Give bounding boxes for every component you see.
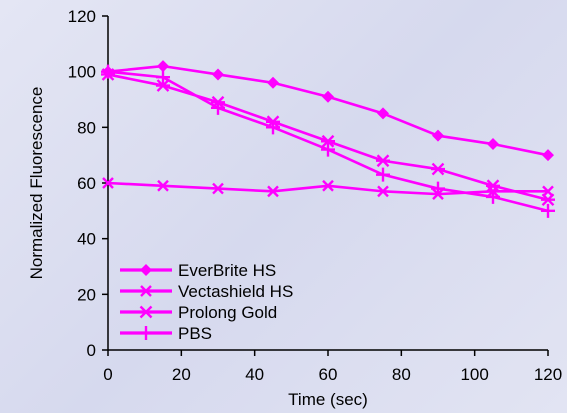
data-point [157,60,169,73]
series-1 [102,177,554,200]
data-point [431,162,445,176]
x-tick-label: 0 [103,365,112,384]
data-point [542,149,554,162]
legend-label: Vectashield HS [178,282,293,301]
data-point [157,179,169,192]
legend-label: Prolong Gold [178,303,277,322]
data-point [156,79,170,92]
legend-label: PBS [178,324,212,343]
x-tick-label: 60 [319,365,338,384]
data-point [322,179,334,192]
legend-marker [140,285,152,297]
x-ticks: 0 20 40 60 80 100 120 [103,350,562,384]
data-point [487,138,499,151]
y-tick-label: 100 [68,63,96,82]
data-point [266,120,280,135]
data-point [377,185,389,198]
data-point [376,167,390,182]
legend-item: Prolong Gold [120,303,277,322]
data-point [102,177,114,189]
series-2 [101,68,555,207]
legend-marker [139,326,153,340]
legend-item: EverBrite HS [120,261,276,280]
data-point [156,70,170,85]
legend: EverBrite HS Vectashield HS Prolong Gold PB… [120,261,293,343]
data-point [212,182,224,195]
data-point [486,179,500,193]
legend-item: PBS [120,324,212,343]
series-layer [101,60,555,218]
x-tick-label: 100 [460,365,488,384]
data-point [322,90,334,103]
data-point [377,107,389,120]
data-point [541,203,555,218]
x-tick-label: 80 [392,365,411,384]
data-point [211,100,225,115]
data-point [486,189,500,204]
x-tick-label: 120 [534,365,562,384]
data-point [212,68,224,81]
data-point [321,142,335,157]
data-point [101,64,115,79]
y-tick-label: 80 [77,118,96,137]
x-axis-label: Time (sec) [288,390,368,409]
data-point [321,134,335,148]
series-0 [102,60,554,162]
legend-label: EverBrite HS [178,261,276,280]
legend-item: Vectashield HS [120,282,293,301]
y-tick-label: 0 [87,341,96,360]
data-point [267,76,279,89]
y-tick-label: 20 [77,285,96,304]
data-point [541,193,555,207]
y-tick-label: 60 [77,174,96,193]
x-tick-label: 40 [245,365,264,384]
legend-marker [139,305,153,319]
y-tick-label: 120 [68,7,96,26]
data-point [431,181,445,196]
y-ticks: 0 20 40 60 80 100 120 [68,7,108,360]
data-point [267,185,279,198]
legend-marker [140,264,152,276]
series-3 [101,64,555,218]
y-tick-label: 40 [77,230,96,249]
y-axis-label: Normalized Fluorescence [27,87,46,280]
data-point [432,129,444,142]
x-tick-label: 20 [172,365,191,384]
data-point [376,154,390,168]
